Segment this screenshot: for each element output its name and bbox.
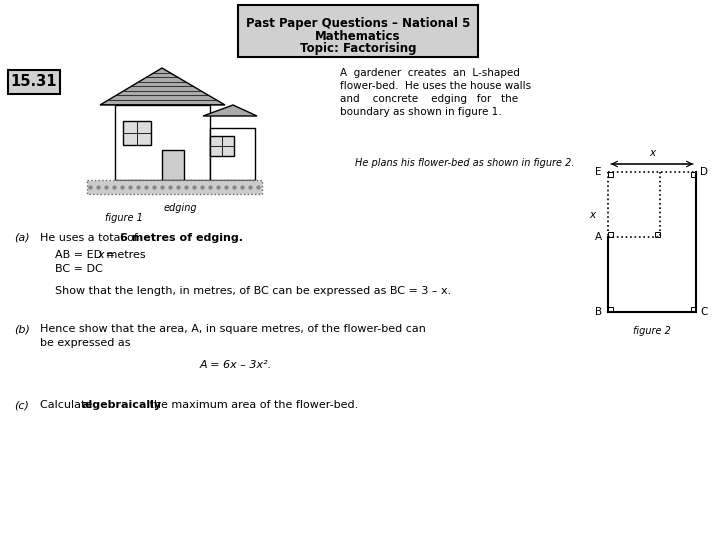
Text: Past Paper Questions – National 5: Past Paper Questions – National 5 (246, 17, 470, 30)
Bar (210, 136, 234, 156)
Bar (115, 105, 210, 180)
Bar (8, 70, 60, 94)
Text: and    concrete    edging   for   the: and concrete edging for the (340, 94, 518, 104)
Text: A  gardener  creates  an  L-shaped: A gardener creates an L-shaped (340, 68, 520, 78)
Text: (a): (a) (14, 233, 30, 243)
Text: C: C (700, 307, 707, 317)
Text: x: x (589, 210, 595, 219)
Text: E: E (595, 167, 602, 177)
Polygon shape (100, 68, 225, 105)
Bar (608, 232, 613, 237)
Text: x: x (97, 250, 104, 260)
Text: Hence show that the area, A, in square metres, of the flower-bed can: Hence show that the area, A, in square m… (40, 324, 426, 334)
Text: 6 metres of edging.: 6 metres of edging. (120, 233, 243, 243)
Text: metres: metres (103, 250, 145, 260)
Text: algebraically: algebraically (82, 400, 162, 410)
Text: flower-bed.  He uses the house walls: flower-bed. He uses the house walls (340, 81, 531, 91)
Bar (691, 172, 696, 177)
Text: edging: edging (163, 203, 197, 213)
Text: A: A (595, 232, 602, 242)
Text: boundary as shown in figure 1.: boundary as shown in figure 1. (340, 107, 502, 117)
Polygon shape (203, 105, 257, 116)
Bar (655, 232, 660, 237)
Text: x: x (649, 148, 655, 158)
Text: He uses a total of: He uses a total of (40, 233, 141, 243)
Text: figure 2: figure 2 (633, 326, 671, 336)
Bar (210, 128, 255, 180)
Text: the maximum area of the flower-bed.: the maximum area of the flower-bed. (145, 400, 358, 410)
Text: AB = ED =: AB = ED = (55, 250, 119, 260)
Text: (b): (b) (14, 324, 30, 334)
Text: He plans his flower-bed as shown in figure 2.: He plans his flower-bed as shown in figu… (355, 158, 575, 168)
Text: be expressed as: be expressed as (40, 338, 130, 348)
Text: Show that the length, in metres, of BC can be expressed as BC = 3 – x.: Show that the length, in metres, of BC c… (55, 286, 451, 296)
Bar (608, 307, 613, 312)
Text: A = 6x – 3x².: A = 6x – 3x². (200, 360, 272, 370)
Bar (162, 150, 184, 180)
Text: BC = DC: BC = DC (55, 264, 103, 274)
Bar (608, 172, 613, 177)
Text: figure 1: figure 1 (105, 213, 143, 223)
Text: (c): (c) (14, 400, 29, 410)
Bar (123, 121, 151, 145)
Text: Topic: Factorising: Topic: Factorising (300, 42, 416, 55)
Bar (87, 180, 262, 194)
Text: Mathematics: Mathematics (315, 30, 401, 43)
Bar (238, 5, 478, 57)
Text: B: B (595, 307, 602, 317)
Text: Calculate: Calculate (40, 400, 96, 410)
Text: D: D (700, 167, 708, 177)
Bar (691, 307, 696, 312)
Text: 15.31: 15.31 (11, 75, 58, 90)
